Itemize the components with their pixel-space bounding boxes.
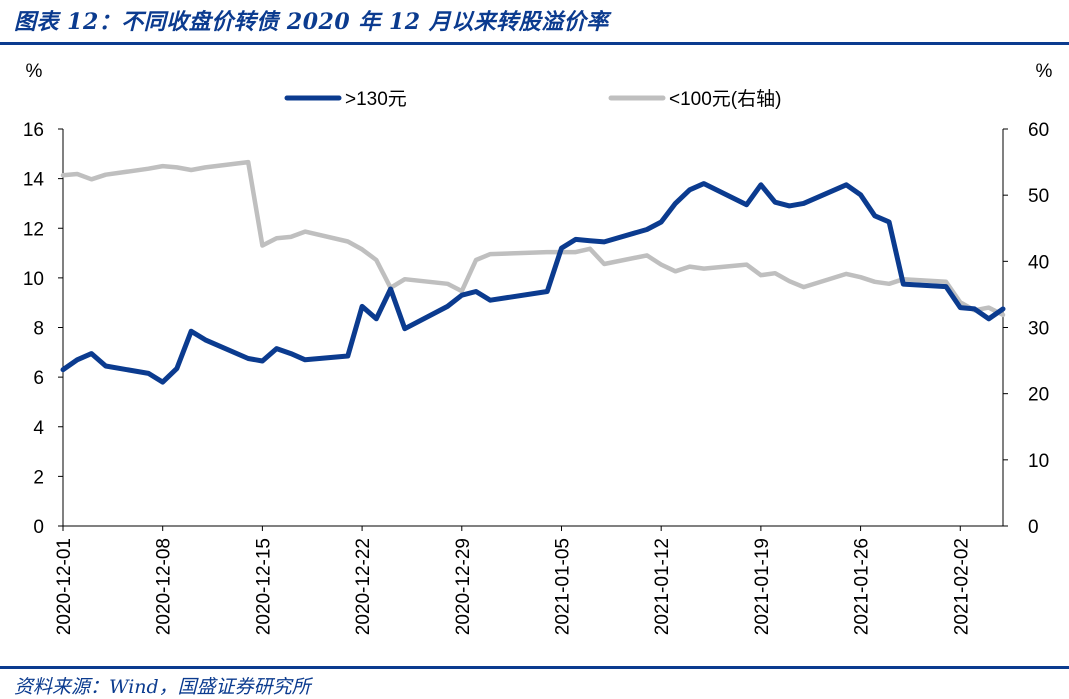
premium-line-chart: %% 0 2 4 6 8 10 12 14 16 0 10 20 30 40 50 60 2020-12-01 20… [0,45,1069,665]
x-tick-label: 2020-12-29 [453,538,474,635]
y-right-tick-label: 60 [1028,120,1049,141]
footer-divider [0,666,1069,669]
y-left-unit-label: % [26,61,43,82]
x-tick-label: 2020-12-22 [353,538,374,635]
chart-legend: >130元 <100元(右轴) [287,88,781,110]
chart-series [62,161,1005,384]
y-right-unit-label: % [1036,61,1053,82]
series-line-1 [63,184,1003,383]
y-right-tick-label: 50 [1028,186,1049,207]
y-left-tick-label: 8 [33,319,44,340]
y-left-tick-label: 6 [33,368,44,389]
chart-axes: %% 0 2 4 6 8 10 12 14 16 0 10 20 30 40 50 60 2020-12-01 20… [23,61,1053,635]
legend-label-1: >130元 [345,89,407,110]
x-tick-label: 2021-01-26 [852,538,873,635]
y-right-tick-label: 30 [1028,319,1049,340]
y-left-tick-label: 10 [23,269,44,290]
y-left-tick-label: 4 [33,418,44,439]
x-tick-label: 2021-01-12 [652,538,673,635]
legend-label-2: <100元(右轴) [669,88,781,110]
x-tick-label: 2021-01-19 [752,538,773,635]
source-note: 资料来源：Wind，国盛证券研究所 [14,672,311,699]
x-tick-label: 2020-12-15 [253,538,274,635]
x-tick-label: 2021-01-05 [552,538,573,635]
chart-title: 图表 12：不同收盘价转债 2020 年 12 月以来转股溢价率 [14,4,609,36]
y-left-tick-label: 0 [33,517,44,538]
y-left-tick-label: 16 [23,120,44,141]
y-right-tick-label: 0 [1028,517,1039,538]
y-left-tick-label: 12 [23,219,44,240]
y-left-tick-label: 2 [33,467,44,488]
y-right-tick-label: 20 [1028,385,1049,406]
y-right-tick-label: 40 [1028,252,1049,273]
x-tick-label: 2020-12-08 [154,538,175,635]
x-tick-label: 2021-02-02 [951,538,972,635]
x-tick-label: 2020-12-01 [54,538,75,635]
y-right-tick-label: 10 [1028,451,1049,472]
y-left-tick-label: 14 [23,170,45,191]
